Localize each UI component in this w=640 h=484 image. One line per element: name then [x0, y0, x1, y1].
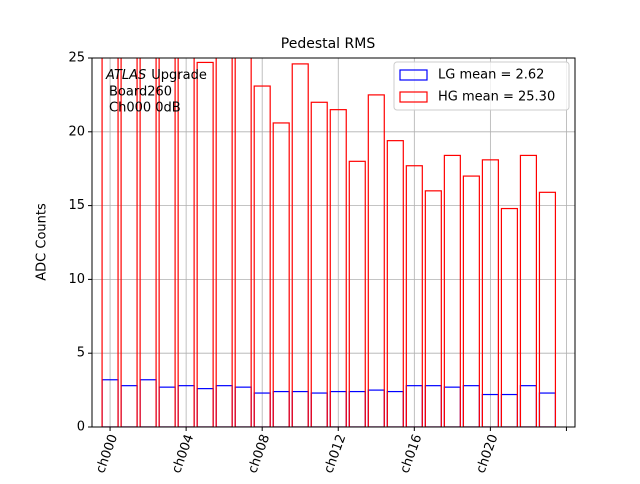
bar — [348, 160, 366, 427]
bar — [120, 58, 138, 427]
bar — [139, 58, 157, 427]
y-tick-label: 25 — [68, 51, 85, 66]
bar — [443, 154, 461, 427]
plot-frame — [91, 57, 576, 428]
bar — [519, 154, 537, 427]
bar — [310, 101, 328, 427]
legend-label: LG mean = 2.62 — [438, 68, 544, 83]
y-tick-label: 5 — [77, 346, 85, 361]
bar — [101, 58, 119, 427]
y-tick-label: 10 — [68, 272, 85, 287]
legend-label: HG mean = 25.30 — [438, 90, 555, 105]
bar — [481, 159, 499, 427]
y-tick-label: 15 — [68, 198, 85, 213]
bar — [329, 109, 347, 427]
annotation: ATLAS Upgrade — [105, 68, 207, 83]
bar — [538, 191, 557, 427]
bar — [424, 190, 442, 427]
annotation: Ch000 0dB — [109, 101, 181, 116]
y-tick-label: 20 — [68, 124, 85, 139]
legend-swatch — [399, 91, 428, 103]
chart-title: Pedestal RMS — [281, 36, 376, 52]
bar — [291, 63, 309, 427]
bar — [386, 140, 404, 427]
bar — [367, 94, 385, 427]
annotation-experiment: ATLAS — [105, 68, 146, 83]
bar — [234, 58, 252, 427]
annotation-tag: Upgrade — [151, 68, 207, 83]
y-tick-label: 0 — [77, 420, 85, 435]
bar — [500, 207, 518, 427]
annotation: Board260 — [109, 85, 172, 100]
y-axis-label: ADC Counts — [35, 203, 50, 281]
legend-swatch — [399, 69, 428, 81]
bar — [405, 165, 423, 427]
bar — [462, 175, 480, 427]
legend-box — [393, 61, 570, 111]
bar — [272, 122, 290, 427]
